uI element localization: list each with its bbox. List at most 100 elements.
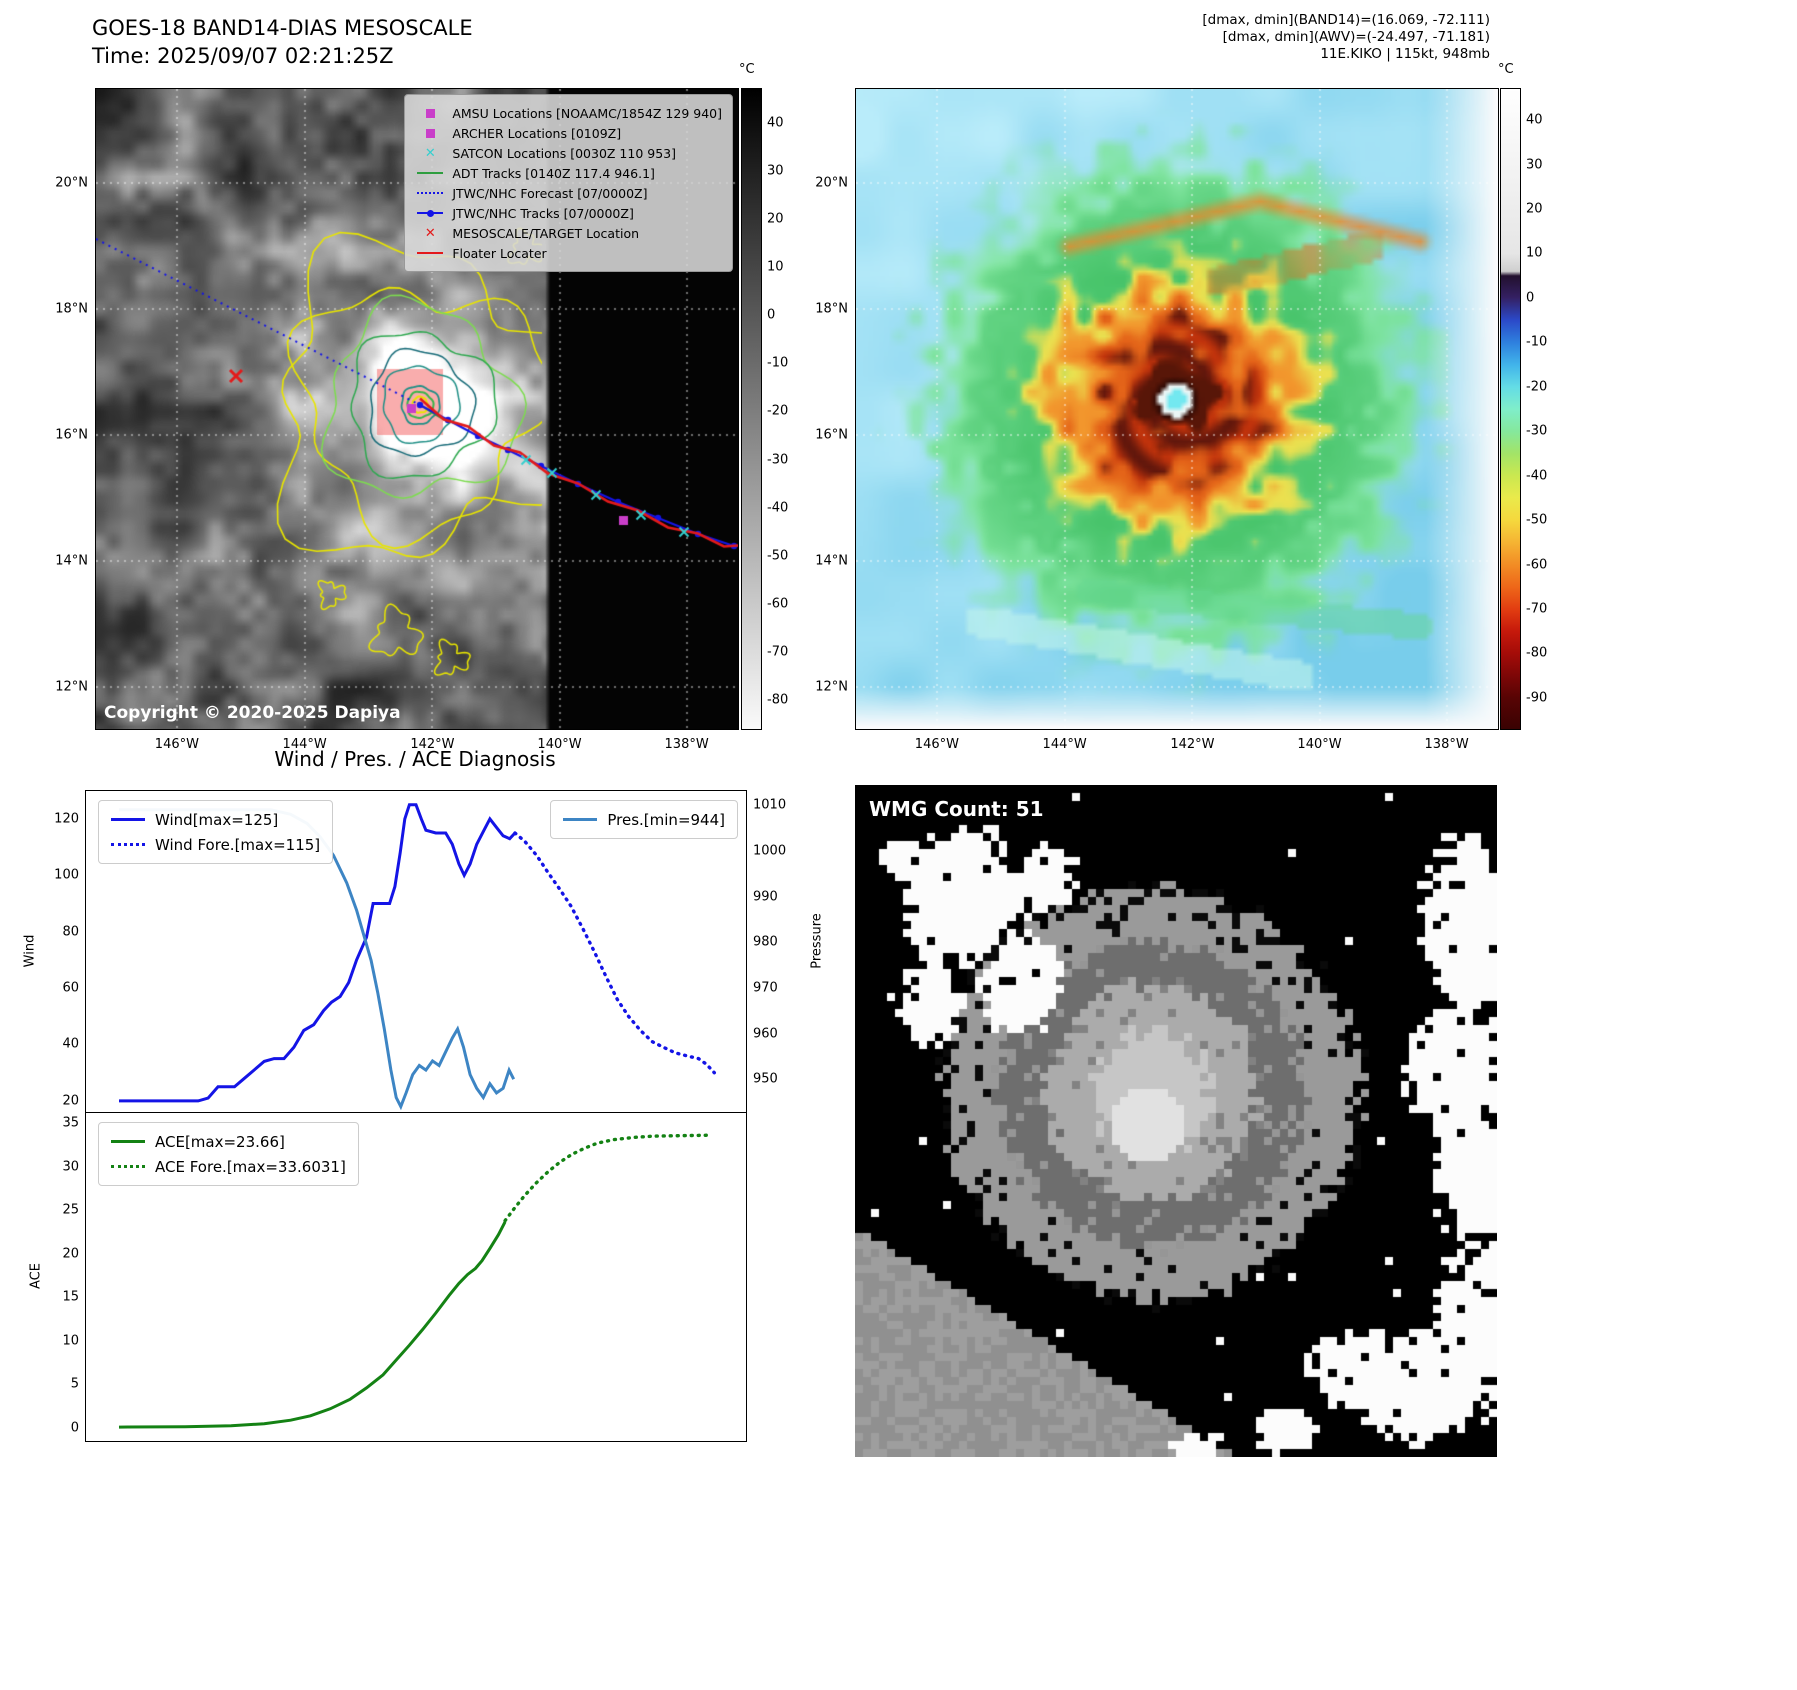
band14-colorbar-unit: °C	[739, 62, 755, 77]
legend-item-label: JTWC/NHC Forecast [07/0000Z]	[452, 185, 648, 201]
line-marker-icon	[415, 172, 445, 174]
y-tick-label: 15	[62, 1289, 79, 1305]
y-tick-label: 18°N	[55, 301, 88, 317]
colorbar-tick-label: -10	[767, 355, 789, 371]
wind-axis-label: Wind	[22, 934, 38, 968]
x-tick-label: 138°W	[664, 737, 709, 752]
colorbar-tick-label: -60	[767, 596, 789, 612]
x-marker-icon: ✕	[424, 225, 436, 241]
y-tick-label: 990	[753, 889, 778, 904]
y-tick-label: 950	[753, 1071, 778, 1087]
colorbar-tick-label: 20	[1526, 201, 1543, 217]
legend-item: JTWC/NHC Tracks [07/0000Z]	[415, 203, 722, 223]
y-tick-label: 60	[62, 980, 79, 996]
legend-item-label: ARCHER Locations [0109Z]	[452, 125, 622, 141]
band14-title: GOES-18 BAND14-DIAS MESOSCALE	[92, 16, 473, 40]
x-tick-label: 144°W	[282, 737, 327, 752]
legend-item: ✕ SATCON Locations [0030Z 110 953]	[415, 143, 722, 163]
colorbar-tick-label: -50	[767, 548, 789, 564]
copyright-text: Copyright © 2020-2025 Dapiya	[104, 703, 401, 723]
colorbar-tick-label: -50	[1526, 512, 1548, 528]
line-marker-icon	[415, 252, 445, 254]
legend-item-label: SATCON Locations [0030Z 110 953]	[452, 145, 677, 161]
colorbar-tick-label: 40	[767, 115, 784, 131]
x-tick-label: 140°W	[1297, 737, 1342, 752]
wind-pressure-chart-panel: 120 100 80 60 40 20 1010 1000 990 980 970 960 950 Win…	[54, 790, 786, 1114]
ace-axis-label: ACE	[28, 1263, 44, 1289]
chart-legend-label: ACE Fore.[max=33.6031]	[155, 1157, 346, 1176]
legend-item: Floater Locater	[415, 243, 722, 263]
chart-legend-item: ACE Fore.[max=33.6031]	[111, 1154, 346, 1179]
y-tick-label: 16°N	[55, 427, 88, 443]
x-tick-label: 146°W	[914, 737, 959, 752]
colorbar-tick-label: 40	[1526, 112, 1543, 128]
x-tick-label: 140°W	[537, 737, 582, 752]
series-ace-max-23-66-	[118, 1221, 507, 1429]
colorbar-tick-label: -20	[1526, 379, 1548, 395]
awv-header-block: [dmax, dmin](BAND14)=(16.069, -72.111) […	[1090, 12, 1490, 63]
y-tick-label: 35	[62, 1115, 79, 1131]
chart-legend-item: Pres.[min=944]	[563, 807, 725, 832]
colorbar-tick-label: -10	[1526, 334, 1548, 350]
awv-header-line-awv: [dmax, dmin](AWV)=(-24.497, -71.181)	[1222, 29, 1490, 45]
legend-item: ✕ MESOSCALE/TARGET Location	[415, 223, 722, 243]
chartACE-svg	[118, 1133, 712, 1429]
colorbar-tick-label: -30	[767, 452, 789, 468]
solid-line-marker-icon	[111, 818, 145, 821]
pressure-axis-label: Pressure	[809, 913, 825, 969]
y-tick-label: 14°N	[55, 553, 88, 569]
y-tick-label: 20°N	[815, 175, 848, 191]
chart-legend-label: Pres.[min=944]	[607, 810, 725, 829]
colorbar-tick-label: -40	[1526, 468, 1548, 484]
solid-line-marker-icon	[111, 1140, 145, 1143]
awv-colorbar: 40 30 20 10 0 -10 -20 -30 -40 -50 -60 -70 -80 -90	[1500, 88, 1547, 730]
chart-legend-item: Wind[max=125]	[111, 807, 320, 832]
line-dot-marker-icon	[415, 209, 445, 217]
band14-time-label: Time: 2025/09/07 02:21:25Z	[92, 44, 394, 68]
legend-item: ADT Tracks [0140Z 117.4 946.1]	[415, 163, 722, 183]
map-legend: AMSU Locations [NOAAMC/1854Z 129 940] ARC…	[404, 94, 733, 272]
colorbar-tick-label: 10	[1526, 245, 1543, 261]
y-tick-label: 5	[70, 1376, 79, 1392]
y-tick-label: 120	[54, 811, 79, 827]
y-tick-label: 10	[62, 1333, 79, 1349]
colorbar-tick-label: 30	[1526, 157, 1543, 173]
y-tick-label: 0	[70, 1420, 79, 1436]
band14-colorbar: 40 30 20 10 0 -10 -20 -30 -40 -50 -60 -70 -80	[741, 88, 788, 730]
colorbar-tick-label: 20	[767, 211, 784, 227]
legend-item: JTWC/NHC Forecast [07/0000Z]	[415, 183, 722, 203]
chart-legend-label: Wind Fore.[max=115]	[155, 835, 321, 854]
legend-item-label: MESOSCALE/TARGET Location	[452, 225, 640, 241]
solid-line-marker-icon	[563, 818, 598, 821]
square-marker-icon	[415, 128, 445, 138]
dotted-line-marker-icon	[111, 843, 145, 846]
y-tick-label: 40	[62, 1036, 79, 1052]
legend-item-label: AMSU Locations [NOAAMC/1854Z 129 940]	[452, 105, 722, 121]
y-tick-label: 1000	[753, 843, 787, 859]
colorbar-tick-label: -70	[1526, 601, 1548, 617]
dotted-line-marker-icon	[111, 1165, 145, 1168]
chart-legend: Wind[max=125] Wind Fore.[max=115]	[98, 800, 334, 864]
wmg-panel: WMG Count: 51	[855, 785, 1497, 1457]
legend-item: AMSU Locations [NOAAMC/1854Z 129 940]	[415, 103, 722, 123]
y-tick-label: 970	[753, 980, 778, 996]
colorbar-tick-label: -70	[767, 644, 789, 660]
y-tick-label: 12°N	[815, 679, 848, 695]
legend-item-label: ADT Tracks [0140Z 117.4 946.1]	[452, 165, 655, 181]
diagnosis-chart-title: Wind / Pres. / ACE Diagnosis	[274, 747, 556, 771]
wmg-count-image	[855, 785, 1497, 1457]
colorbar-tick-label: -80	[1526, 645, 1548, 661]
y-tick-label: 25	[62, 1202, 79, 1218]
awv-colorbar-unit: °C	[1498, 62, 1514, 77]
y-tick-label: 20	[62, 1093, 79, 1109]
legend-item: ARCHER Locations [0109Z]	[415, 123, 722, 143]
wmg-count-label: WMG Count: 51	[869, 797, 1044, 821]
y-tick-label: 20°N	[55, 175, 88, 191]
colorbar-tick-label: 0	[1526, 290, 1535, 306]
y-tick-label: 1010	[753, 797, 787, 813]
x-tick-label: 142°W	[410, 737, 455, 752]
chart-legend-item: Wind Fore.[max=115]	[111, 832, 320, 857]
colorbar-tick-label: -90	[1526, 690, 1548, 706]
y-tick-label: 80	[62, 924, 79, 940]
x-tick-label: 142°W	[1170, 737, 1215, 752]
